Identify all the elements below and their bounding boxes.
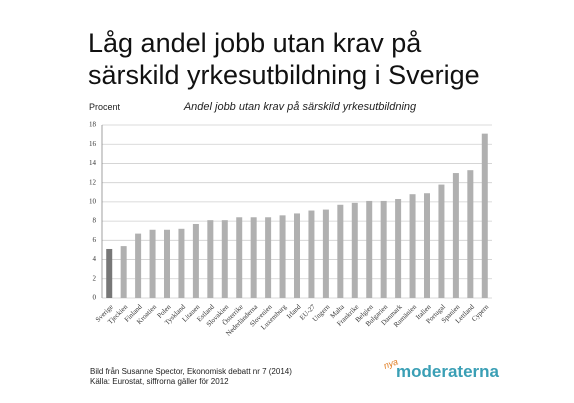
bar — [250, 217, 257, 298]
bar — [351, 202, 358, 298]
bar — [308, 210, 315, 298]
bar — [452, 173, 459, 298]
bar — [135, 233, 142, 298]
bar — [366, 200, 373, 298]
y-tick-label: 16 — [89, 140, 97, 148]
bar — [409, 194, 416, 298]
bar — [294, 213, 300, 298]
y-tick-label: 10 — [89, 197, 97, 205]
bar — [192, 223, 199, 298]
y-tick-label: 14 — [89, 159, 97, 167]
bar — [149, 229, 156, 298]
bar — [120, 246, 127, 298]
bar — [337, 204, 344, 298]
bar — [236, 217, 243, 298]
logo-name: moderaterna — [396, 362, 500, 381]
plot: 024681012141618SverigeTjeckienFinlandKro… — [89, 121, 492, 338]
bar — [221, 220, 228, 298]
bar — [438, 184, 445, 298]
bar — [395, 199, 402, 298]
y-axis-label: Procent — [89, 102, 121, 112]
bar — [164, 229, 170, 298]
bar — [322, 209, 329, 298]
y-tick-label: 4 — [93, 255, 97, 263]
bar — [279, 215, 286, 298]
footer: Källa: Eurostat, siffrorna gäller för 20… — [90, 377, 229, 386]
bar — [178, 228, 185, 298]
slide-title: Låg andel jobb utan krav på — [88, 28, 422, 58]
y-tick-label: 12 — [89, 178, 97, 186]
chart-title: Andel jobb utan krav på särskild yrkesut… — [183, 101, 417, 113]
bar — [207, 220, 214, 298]
y-tick-label: 0 — [93, 294, 97, 302]
bar — [380, 200, 387, 298]
bar — [424, 193, 430, 298]
x-tick-label: Cypern — [470, 303, 491, 324]
logo-prefix: nya — [382, 357, 399, 371]
bar — [265, 217, 272, 298]
bar — [467, 170, 474, 298]
y-tick-label: 2 — [93, 274, 97, 282]
y-tick-label: 18 — [89, 121, 97, 129]
footer: Bild från Susanne Spector, Ekonomisk deb… — [90, 367, 292, 376]
y-tick-label: 6 — [93, 236, 97, 244]
bar — [481, 133, 488, 298]
y-tick-label: 8 — [93, 217, 97, 225]
bar — [106, 248, 113, 298]
slide-title: särskild yrkesutbildning i Sverige — [88, 60, 480, 90]
